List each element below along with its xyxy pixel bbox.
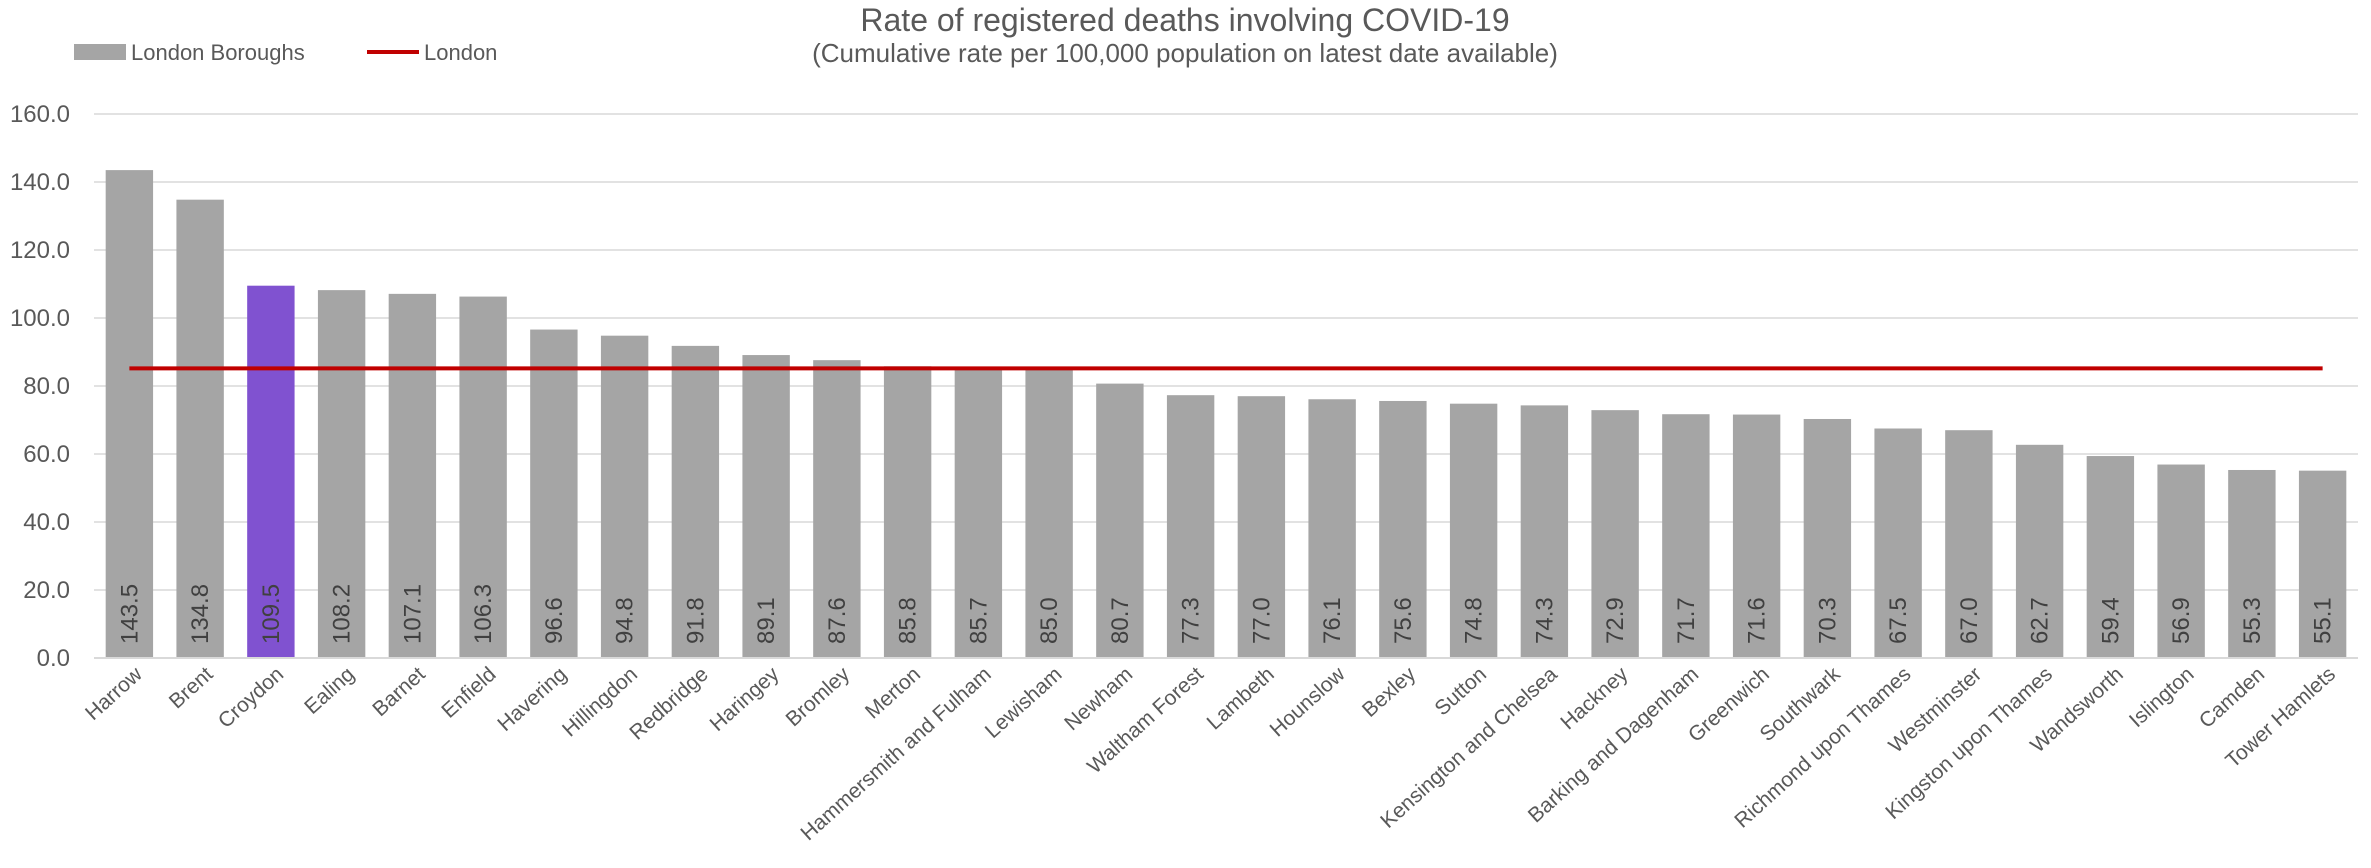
- bar: [1520, 405, 1569, 658]
- data-label: 62.7: [2027, 597, 2054, 644]
- bars: [105, 170, 2347, 658]
- bar: [317, 290, 366, 658]
- data-label: 94.8: [612, 597, 639, 644]
- legend-label-boroughs: London Boroughs: [131, 40, 305, 65]
- y-axis: 0.0 20.0 40.0 60.0 80.0 100.0 120.0 140.0 160.0: [10, 101, 70, 672]
- x-tick-label: Hounslow: [1266, 662, 1351, 741]
- data-label: 70.3: [1814, 597, 1841, 644]
- x-tick-label: Croydon: [214, 663, 288, 733]
- x-tick-label: Harrow: [81, 662, 147, 725]
- bar: [671, 345, 720, 658]
- data-labels: 143.5 134.8 109.5 108.2 107.1 106.3 96.6 94.8 91…: [116, 584, 2336, 644]
- data-label: 77.3: [1178, 597, 1205, 644]
- bar: [1449, 403, 1498, 658]
- x-tick-label: Barnet: [368, 663, 429, 722]
- data-label: 85.7: [965, 597, 992, 644]
- data-label: 134.8: [187, 584, 214, 644]
- x-tick-label: Redbridge: [625, 663, 712, 745]
- data-label: 109.5: [258, 584, 285, 644]
- bar: [247, 285, 295, 658]
- data-label: 71.6: [1744, 597, 1771, 644]
- bar: [2298, 470, 2347, 658]
- data-label: 77.0: [1248, 597, 1275, 644]
- legend-label-london: London: [424, 40, 497, 65]
- data-label: 67.0: [1956, 597, 1983, 644]
- bar: [1025, 369, 1073, 658]
- data-label: 76.1: [1319, 597, 1346, 644]
- bar: [530, 329, 578, 658]
- data-label: 91.8: [682, 597, 709, 644]
- data-label: 74.3: [1531, 597, 1558, 644]
- bar: [1166, 395, 1215, 658]
- bar: [2157, 464, 2205, 658]
- bar: [2228, 469, 2276, 658]
- data-label: 87.6: [824, 597, 851, 644]
- y-tick-label: 140.0: [10, 169, 70, 196]
- data-label: 55.3: [2239, 597, 2266, 644]
- bar: [2086, 456, 2135, 658]
- y-tick-label: 160.0: [10, 101, 70, 128]
- legend-swatch-boroughs: [74, 44, 126, 60]
- data-label: 143.5: [116, 584, 143, 644]
- chart-title: Rate of registered deaths involving COVI…: [860, 2, 1509, 38]
- y-tick-label: 100.0: [10, 305, 70, 332]
- data-label: 108.2: [329, 584, 356, 644]
- data-label: 55.1: [2310, 597, 2337, 644]
- bar: [600, 335, 649, 658]
- x-tick-label: Merton: [861, 663, 925, 724]
- bar: [742, 355, 790, 658]
- data-label: 106.3: [470, 584, 497, 644]
- bar: [1874, 428, 1922, 658]
- x-tick-label: Brent: [165, 663, 218, 714]
- bar: [883, 366, 932, 658]
- x-tick-label: Sutton: [1430, 663, 1491, 721]
- x-tick-label: Haringey: [706, 662, 784, 736]
- x-tick-label: Islington: [2125, 663, 2199, 732]
- bar: [1096, 383, 1144, 658]
- bar: [176, 199, 224, 658]
- data-label: 67.5: [1885, 597, 1912, 644]
- y-tick-label: 80.0: [23, 373, 70, 400]
- data-label: 59.4: [2097, 597, 2124, 644]
- data-label: 72.9: [1602, 597, 1629, 644]
- data-label: 96.6: [541, 597, 568, 644]
- bar: [1732, 414, 1781, 658]
- bar: [1379, 400, 1427, 658]
- bar: [1237, 396, 1286, 658]
- x-tick-label: Bexley: [1358, 662, 1421, 722]
- bar: [105, 170, 154, 658]
- data-label: 56.9: [2168, 597, 2195, 644]
- data-label: 74.8: [1461, 597, 1488, 644]
- y-tick-label: 120.0: [10, 237, 70, 264]
- data-label: 80.7: [1107, 597, 1134, 644]
- data-label: 85.8: [895, 597, 922, 644]
- legend: London Boroughs London: [74, 40, 497, 65]
- x-tick-label: Bromley: [782, 662, 855, 731]
- bar: [813, 360, 861, 658]
- data-label: 85.0: [1036, 597, 1063, 644]
- data-label: 89.1: [753, 597, 780, 644]
- x-tick-label: Lewisham: [981, 663, 1067, 743]
- y-tick-label: 20.0: [23, 577, 70, 604]
- bar: [388, 293, 437, 658]
- bar: [1945, 430, 1993, 658]
- data-label: 71.7: [1673, 597, 1700, 644]
- bar: [1803, 418, 1852, 658]
- x-tick-label: Ealing: [300, 663, 359, 719]
- bar: [2015, 444, 2064, 658]
- bar: [1662, 414, 1710, 658]
- y-tick-label: 0.0: [37, 645, 70, 672]
- y-tick-label: 40.0: [23, 509, 70, 536]
- bar: [459, 296, 507, 658]
- data-label: 75.6: [1390, 597, 1417, 644]
- x-tick-label: Enfield: [437, 663, 500, 723]
- bar: [954, 366, 1003, 658]
- bar: [1591, 410, 1639, 658]
- data-label: 107.1: [399, 584, 426, 644]
- bar: [1308, 399, 1356, 658]
- chart-subtitle: (Cumulative rate per 100,000 population …: [812, 38, 1558, 68]
- y-tick-label: 60.0: [23, 441, 70, 468]
